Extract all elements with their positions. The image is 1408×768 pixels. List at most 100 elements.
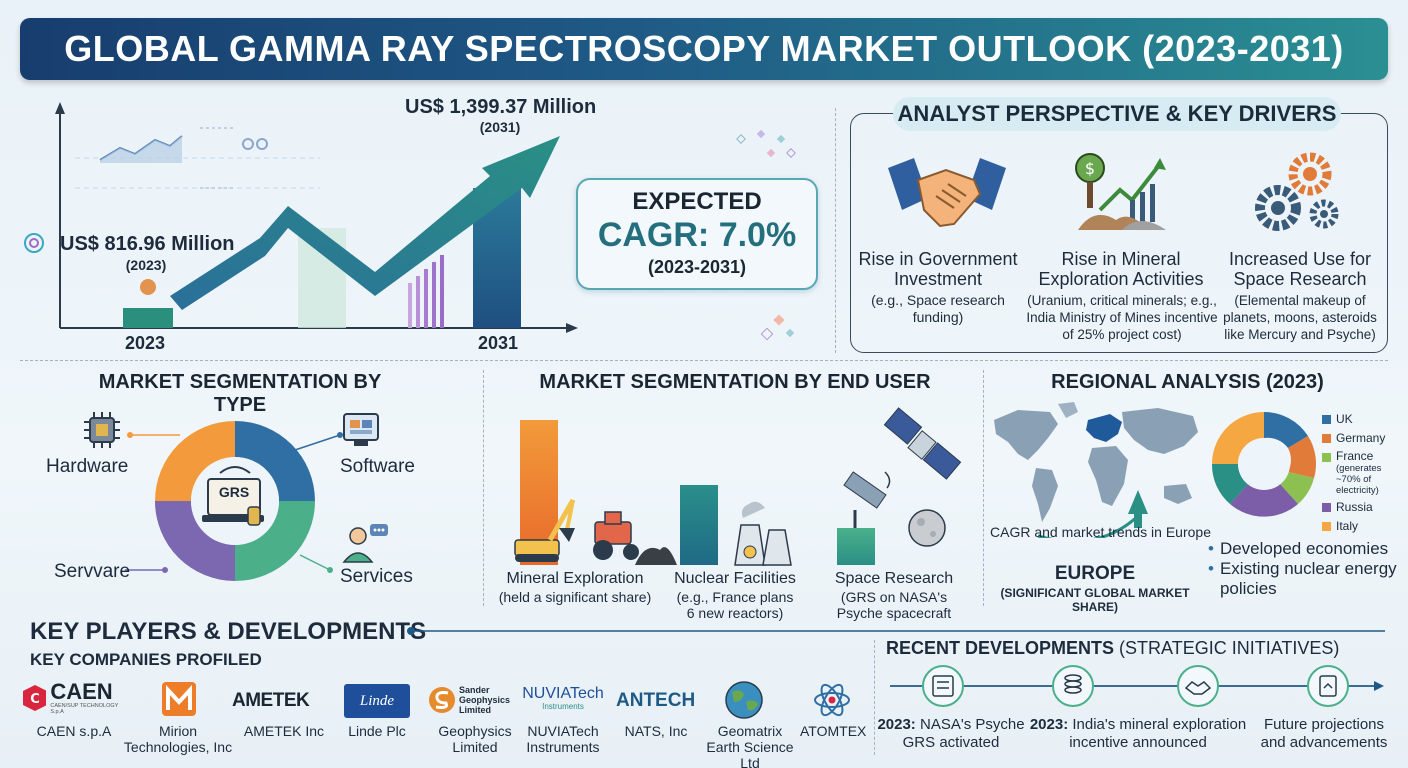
type-donut-chart <box>155 421 315 581</box>
y-axis-arrow <box>55 102 65 114</box>
driver-1-detail: (e.g., Space research funding) <box>871 292 1005 325</box>
slice-russia <box>1230 484 1298 517</box>
cagr-expected-label: EXPECTED <box>632 188 762 215</box>
analyst-title: ANALYST PERSPECTIVE & KEY DRIVERS <box>893 97 1341 131</box>
development-year: 2023: <box>877 716 916 733</box>
enduser-1-detail: (held a significant share) <box>498 589 652 605</box>
map-africa <box>1088 446 1128 506</box>
caen-logo-icon: C <box>23 685 47 711</box>
software-icon <box>343 413 379 446</box>
bullet-text: Existing nuclear energy policies <box>1219 559 1397 598</box>
divider-v-top <box>835 108 836 353</box>
legend-germany: Germany <box>1322 431 1408 450</box>
segment-services <box>235 501 315 581</box>
satellite-icon <box>883 407 962 480</box>
development-3: Future projections and advancements <box>1256 716 1392 752</box>
development-year: 2023: <box>1029 716 1069 733</box>
tractor-icon <box>593 511 639 560</box>
label-software: Software <box>340 456 415 477</box>
sander-logo: Sander Geophysics Limited <box>428 683 518 717</box>
start-year-label: (2023) <box>125 257 167 273</box>
diamond-decoration <box>736 129 796 158</box>
trend-curve <box>1037 514 1140 538</box>
label-services: Services <box>340 566 413 587</box>
enduser-2-label: Nuclear Facilities <box>674 570 796 587</box>
segment-hardware <box>155 421 235 501</box>
x-axis-arrow <box>566 323 578 333</box>
divider-v-bottom <box>874 640 875 755</box>
enduser-3-detail: (GRS on NASA's Psyche spacecraft <box>836 589 952 621</box>
legend-swatch <box>1322 522 1331 531</box>
regional-donut-chart <box>1211 411 1317 517</box>
divider-v2 <box>983 370 984 606</box>
driver-3-title: Increased Use for Space Research <box>1228 249 1372 289</box>
sander-logo-text: Sander Geophysics Limited <box>459 685 511 715</box>
developments-title: RECENT DEVELOPMENTS (STRATEGIC INITIATIV… <box>886 638 1339 659</box>
company-ametek: AMETEK Inc <box>243 723 325 739</box>
enduser-1-label: Mineral Exploration <box>506 570 644 587</box>
nuviatech-logo: NUVIATech Instruments <box>520 686 606 712</box>
slice-other-teal <box>1211 464 1248 504</box>
gears-icon <box>1255 152 1339 231</box>
regional-legend: UK Germany France (generates ~70% of ele… <box>1322 412 1408 538</box>
company-nats: NATS, Inc <box>624 723 688 739</box>
driver-1-title: Rise in Government Investment <box>858 249 1018 289</box>
nuclear-plant-icon <box>734 501 792 566</box>
players-title: KEY PLAYERS & DEVELOPMENTS <box>30 618 427 645</box>
atom-icon <box>814 683 850 717</box>
region-name: EUROPE <box>1054 563 1136 584</box>
world-map <box>994 402 1198 538</box>
map-europe <box>1086 414 1122 442</box>
bar-2023 <box>123 308 173 328</box>
legend-swatch <box>1322 415 1331 424</box>
timeline-node-4 <box>1307 665 1349 707</box>
enduser-3-label: Space Research <box>834 570 954 587</box>
cagr-box: EXPECTED CAGR: 7.0% (2023-2031) <box>576 178 818 290</box>
slice-italy <box>1212 412 1264 464</box>
seg-enduser-title: MARKET SEGMENTATION BY END USER <box>539 371 931 393</box>
regional-title: REGIONAL ANALYSIS (2023) <box>1051 371 1324 393</box>
cagr-period: (2023-2031) <box>647 257 747 277</box>
segment-software <box>235 421 315 501</box>
caen-logo-text: CAEN <box>50 679 113 704</box>
type-connectors <box>125 432 343 573</box>
mirion-logo-icon <box>162 682 196 716</box>
cagr-value: CAGR: 7.0% <box>597 216 797 254</box>
enduser-chart <box>514 407 962 566</box>
grs-center-label: GRS <box>218 484 250 500</box>
start-value-label: US$ 816.96 Million <box>60 233 235 255</box>
marker-2023 <box>140 279 156 295</box>
svg-text:C: C <box>30 692 40 707</box>
svg-text:$: $ <box>1085 159 1095 178</box>
driver-2-title: Rise in Mineral Exploration Activities <box>1038 249 1204 289</box>
slice-france <box>1280 472 1314 504</box>
seg-type-title: MARKET SEGMENTATION BY TYPE <box>98 371 382 416</box>
company-nuviatech: NUVIATech Instruments <box>526 723 600 755</box>
bullet-item: • Developed economies <box>1208 539 1389 558</box>
legend-france: France (generates ~70% of electricity) <box>1322 450 1408 496</box>
mining-growth-icon: $ <box>1075 153 1166 230</box>
development-text: NASA's Psyche GRS activated <box>902 716 1025 751</box>
legend-label: Germany <box>1336 431 1386 445</box>
timeline-node-1 <box>922 665 964 707</box>
label-hardware: Hardware <box>46 456 129 477</box>
divider-v1 <box>483 370 484 606</box>
sander-logo-icon <box>429 687 455 713</box>
x-tick-2023: 2023 <box>125 333 166 353</box>
nuviatech-logo-subtext: Instruments <box>542 702 584 711</box>
legend-label: UK <box>1336 412 1353 426</box>
chip-icon <box>84 412 120 448</box>
ametek-logo-text: AMETEK <box>232 690 310 711</box>
growth-arrow-icon <box>1128 490 1148 528</box>
bullet-text: Developed economies <box>1219 539 1389 558</box>
linde-logo-text: Linde <box>359 692 395 709</box>
rock-pile <box>635 547 677 565</box>
divider-middle <box>20 360 1388 361</box>
driver-3-detail: (Elemental makeup of planets, moons, ast… <box>1223 293 1377 342</box>
region-note: (SIGNIFICANT GLOBAL MARKET SHARE) <box>1000 586 1190 614</box>
legend-swatch <box>1322 503 1331 512</box>
legend-label: Italy <box>1336 519 1359 533</box>
bar-space-research <box>837 528 875 565</box>
company-sander: Geophysics Limited <box>438 723 512 755</box>
players-title-line <box>407 627 1385 635</box>
